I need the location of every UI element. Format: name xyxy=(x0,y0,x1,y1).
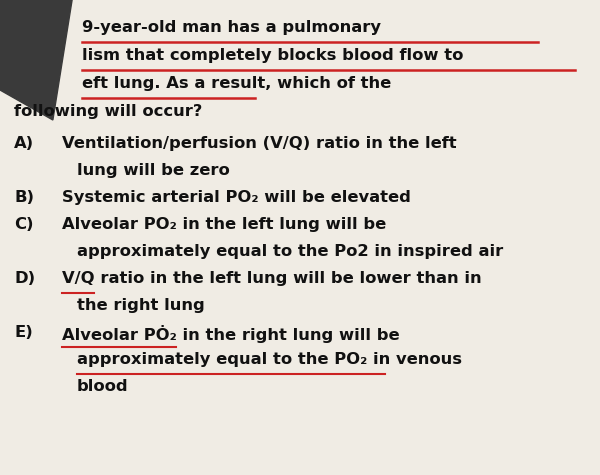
Text: D): D) xyxy=(14,271,35,286)
Text: lung will be zero: lung will be zero xyxy=(77,163,230,178)
Text: following will occur?: following will occur? xyxy=(14,104,203,119)
Text: eft lung. As a result, which of the: eft lung. As a result, which of the xyxy=(82,76,391,91)
Text: C): C) xyxy=(14,217,34,232)
Text: approximately equal to the PO₂ in venous: approximately equal to the PO₂ in venous xyxy=(77,352,462,367)
Text: lism that completely blocks blood flow to: lism that completely blocks blood flow t… xyxy=(82,48,463,63)
Text: Ventilation/perfusion (V/Q) ratio in the left: Ventilation/perfusion (V/Q) ratio in the… xyxy=(62,136,457,151)
Polygon shape xyxy=(0,0,72,120)
Text: B): B) xyxy=(14,190,34,205)
Text: Alveolar PȮ₂ in the right lung will be: Alveolar PȮ₂ in the right lung will be xyxy=(62,325,400,343)
Text: Systemic arterial PO₂ will be elevated: Systemic arterial PO₂ will be elevated xyxy=(62,190,412,205)
Text: Alveolar PO₂ in the left lung will be: Alveolar PO₂ in the left lung will be xyxy=(62,217,387,232)
Text: V/Q ratio in the left lung will be lower than in: V/Q ratio in the left lung will be lower… xyxy=(62,271,482,286)
Text: the right lung: the right lung xyxy=(77,298,205,313)
Text: 9-year-old man has a pulmonary: 9-year-old man has a pulmonary xyxy=(82,20,381,35)
Text: approximately equal to the Po2 in inspired air: approximately equal to the Po2 in inspir… xyxy=(77,244,503,259)
Text: E): E) xyxy=(14,325,33,340)
Text: blood: blood xyxy=(77,379,128,394)
Text: A): A) xyxy=(14,136,35,151)
